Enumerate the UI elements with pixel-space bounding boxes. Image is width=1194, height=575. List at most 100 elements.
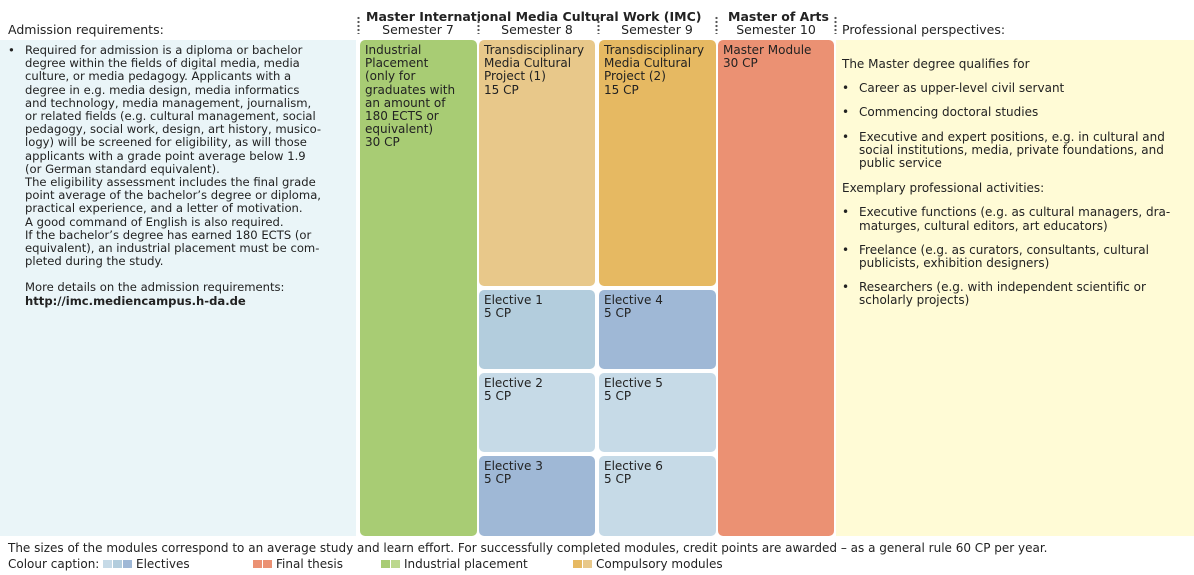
project-2-module: Transdisciplinary Media Cultural Project (…	[599, 40, 716, 286]
bullet: •	[842, 105, 850, 120]
module-text: Project (2)	[604, 69, 666, 84]
legend-industrial-placement: Industrial placement	[381, 557, 573, 571]
module-text: Elective 4	[604, 293, 663, 307]
list-item: • Executive and expert positions, e.g. in…	[842, 129, 1182, 171]
list-item-line: Executive and expert positions, e.g. in …	[859, 129, 1165, 144]
module-text: 5 CP	[604, 472, 632, 487]
module-text: 5 CP	[604, 389, 632, 404]
admission-line: and technology, media management, journa…	[25, 95, 312, 110]
activities-title: Exemplary professional activities:	[842, 181, 1045, 196]
module-text: Industrial	[365, 43, 422, 57]
semester-10-label: Semester 10	[736, 22, 816, 37]
list-item-line: scholarly projects)	[859, 293, 970, 308]
admission-line: degree in e.g. media design, media infor…	[25, 82, 300, 97]
module-text: an amount of	[365, 95, 446, 110]
module-text: Elective 5	[604, 376, 663, 390]
admission-url-link[interactable]: http://imc.mediencampus.h-da.de	[25, 293, 246, 308]
module-text: 5 CP	[484, 472, 512, 487]
list-item: • Commencing doctoral studies	[842, 106, 1182, 119]
admission-requirements-list: Required for admission is a diploma or b…	[25, 43, 322, 269]
colour-caption-label: Colour caption:	[8, 557, 100, 571]
qualifies-intro: The Master degree qualifies for	[842, 57, 1030, 71]
list-item-line: publicists, exhibition designers)	[859, 256, 1050, 271]
activities-list: • Executive functions (e.g. as cultural m…	[842, 206, 1182, 307]
industrial-placement-module: Industrial Placement (only for graduates wi…	[360, 40, 477, 536]
degree-title: Master of Arts	[728, 9, 829, 24]
module-text: Master Module	[723, 43, 812, 57]
perspectives-panel	[836, 40, 1194, 536]
admission-line: culture, or media pedagogy. Applicants w…	[25, 69, 292, 84]
admission-line: applicants with a grade point average be…	[25, 148, 306, 163]
module-text: 30 CP	[723, 56, 758, 71]
column-divider	[834, 16, 837, 34]
module-text: 30 CP	[365, 135, 400, 150]
qualifies-list: • Career as upper-level civil servant • Com…	[842, 82, 1182, 170]
module-text: Elective 6	[604, 459, 663, 473]
admission-line: A good command of English is also requir…	[25, 214, 284, 229]
legend-electives: Electives	[103, 557, 253, 571]
list-item: • Researchers (e.g. with independent scie…	[842, 280, 1182, 308]
admission-line: point average of the bachelor’s degree o…	[25, 188, 321, 203]
module-text: 5 CP	[484, 306, 512, 321]
admission-panel	[0, 40, 356, 536]
admission-line: pleted during the study.	[25, 254, 164, 269]
admission-line: The eligibility assessment includes the …	[25, 175, 316, 190]
admission-line: practical experience, and a letter of mo…	[25, 201, 303, 216]
legend-label: Compulsory modules	[596, 557, 723, 571]
module-text: Transdisciplinary	[604, 43, 705, 57]
module-text: 180 ECTS or	[365, 109, 439, 124]
admission-line: degree within the fields of digital medi…	[25, 56, 300, 71]
swatch	[113, 560, 122, 568]
column-divider	[597, 16, 600, 34]
bullet: •	[842, 81, 850, 96]
bullet: •	[842, 242, 850, 257]
module-text: Media Cultural	[484, 56, 572, 71]
bullet: •	[842, 205, 850, 220]
column-divider	[357, 16, 360, 34]
project-1-module: Transdisciplinary Media Cultural Project (…	[479, 40, 595, 286]
admission-line: Required for admission is a diploma or b…	[25, 43, 303, 57]
module-text: Elective 1	[484, 293, 543, 307]
admission-line: logy) will be screened for eligibility, …	[25, 135, 307, 150]
semester-8-label: Semester 8	[501, 22, 573, 37]
admission-line: equivalent), an industrial placement mus…	[25, 241, 320, 256]
module-text: 5 CP	[604, 306, 632, 321]
semester-9-label: Semester 9	[621, 22, 693, 37]
swatch	[103, 560, 112, 568]
colour-caption: Colour caption: Electives Final thesis I…	[8, 557, 723, 571]
swatch	[263, 560, 272, 568]
list-item-line: Researchers (e.g. with independent scien…	[859, 280, 1146, 295]
swatch	[123, 560, 132, 568]
module-text: 15 CP	[604, 82, 639, 97]
list-item-line: Executive functions (e.g. as cultural ma…	[859, 205, 1171, 220]
module-text: Media Cultural	[604, 56, 692, 71]
bullet: •	[842, 129, 850, 144]
module-text: Elective 3	[484, 459, 543, 473]
module-text: Placement	[365, 56, 429, 71]
module-text: Elective 2	[484, 376, 543, 390]
module-text: graduates with	[365, 82, 456, 97]
list-item: • Freelance (e.g. as curators, consultant…	[842, 242, 1182, 271]
legend-label: Industrial placement	[404, 557, 528, 571]
admission-line: If the bachelor’s degree has earned 180 …	[25, 227, 312, 242]
list-item-line: public service	[859, 156, 942, 171]
swatch	[391, 560, 400, 568]
bullet: •	[842, 280, 850, 295]
list-item-line: Commencing doctoral studies	[859, 105, 1039, 120]
swatch	[253, 560, 262, 568]
legend-final-thesis: Final thesis	[253, 557, 381, 571]
list-item-line: social institutions, media, private foun…	[859, 142, 1164, 157]
list-item: • Executive functions (e.g. as cultural m…	[842, 205, 1182, 233]
module-text: (only for	[365, 69, 416, 84]
legend-compulsory-modules: Compulsory modules	[573, 557, 723, 571]
admission-line: pedagogy, social work, design, art histo…	[25, 122, 322, 137]
list-item-line: maturges, cultural editors, art educator…	[859, 218, 1108, 233]
module-text: 15 CP	[484, 82, 519, 97]
swatch	[381, 560, 390, 568]
program-title: Master International Media Cultural Work…	[366, 9, 702, 24]
list-item-line: Career as upper-level civil servant	[859, 81, 1065, 96]
